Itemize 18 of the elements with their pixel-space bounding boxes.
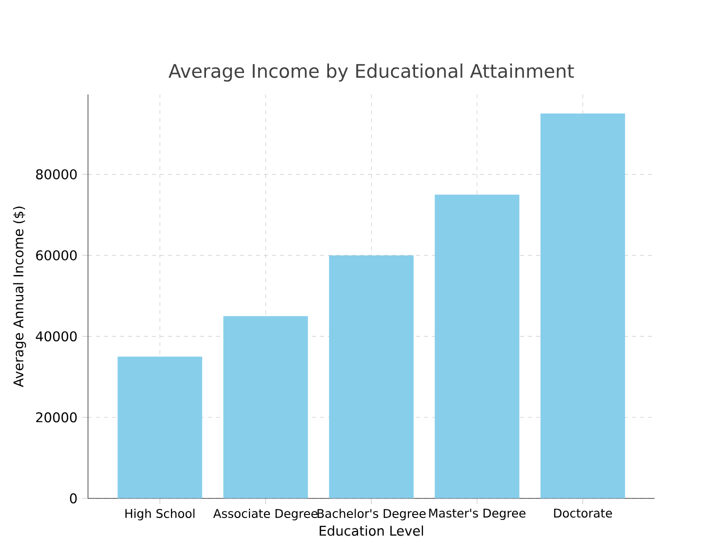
x-tick-label: Doctorate	[554, 508, 612, 518]
x-tick-label: Bachelor's Degree	[318, 508, 426, 520]
x-tick-label: Associate Degree	[213, 508, 318, 520]
bar	[434, 194, 520, 498]
y-tick-label: 20000	[36, 412, 77, 422]
y-axis-title: Average Annual Income ($)	[13, 206, 26, 388]
bar	[118, 356, 202, 498]
bar	[540, 114, 626, 498]
bar	[223, 316, 308, 498]
y-tick-label: 60000	[36, 250, 77, 260]
x-axis-title: Education Level	[320, 525, 424, 536]
x-tick-label: High School	[125, 508, 194, 520]
x-tick-label: Master's Degree	[429, 508, 526, 520]
y-tick-label: 0	[70, 493, 77, 504]
bar	[329, 255, 414, 498]
chart-title: Average Income by Educational Attainment	[168, 64, 574, 82]
y-tick-label: 40000	[36, 331, 77, 342]
y-tick-label: 80000	[36, 169, 77, 180]
